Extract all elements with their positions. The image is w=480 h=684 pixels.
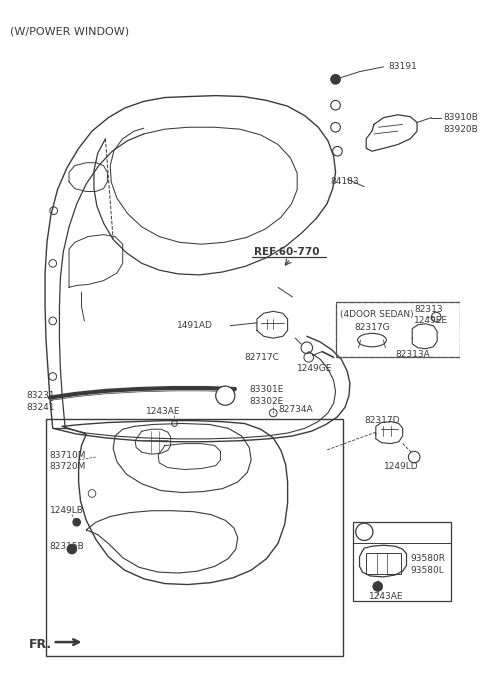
Bar bbox=[336, 302, 460, 357]
Text: 83301E: 83301E bbox=[249, 386, 284, 395]
Text: (W/POWER WINDOW): (W/POWER WINDOW) bbox=[10, 27, 129, 36]
Text: 83910B: 83910B bbox=[443, 113, 478, 122]
Text: 84183: 84183 bbox=[331, 177, 360, 187]
Text: 82717C: 82717C bbox=[244, 353, 279, 362]
Text: 82317D: 82317D bbox=[364, 416, 400, 425]
Circle shape bbox=[331, 75, 340, 84]
Text: 83191: 83191 bbox=[388, 62, 417, 71]
Text: 83720M: 83720M bbox=[50, 462, 86, 471]
Text: 82313A: 82313A bbox=[395, 350, 430, 359]
Text: 82734A: 82734A bbox=[278, 405, 312, 414]
Text: 1249GE: 1249GE bbox=[297, 365, 333, 373]
Text: REF.60-770: REF.60-770 bbox=[254, 247, 320, 257]
Text: 83241: 83241 bbox=[27, 403, 55, 412]
Bar bbox=[366, 553, 401, 574]
Text: 82317G: 82317G bbox=[355, 323, 390, 332]
Text: a: a bbox=[362, 527, 367, 536]
Text: 1249LD: 1249LD bbox=[384, 462, 418, 471]
Text: 93580R: 93580R bbox=[410, 554, 445, 563]
Text: a: a bbox=[223, 391, 228, 400]
Text: 1249EE: 1249EE bbox=[414, 317, 448, 326]
Text: 82315B: 82315B bbox=[50, 542, 84, 551]
Text: FR.: FR. bbox=[29, 638, 52, 651]
Text: 83231: 83231 bbox=[27, 391, 56, 400]
Bar bbox=[336, 302, 460, 357]
Circle shape bbox=[216, 386, 235, 406]
Circle shape bbox=[373, 581, 383, 591]
Circle shape bbox=[356, 523, 373, 540]
Text: 93580L: 93580L bbox=[410, 566, 444, 575]
Text: 82313: 82313 bbox=[414, 305, 443, 314]
Circle shape bbox=[67, 544, 77, 554]
Text: 83710M: 83710M bbox=[50, 451, 86, 460]
Text: (4DOOR SEDAN): (4DOOR SEDAN) bbox=[340, 310, 414, 319]
Text: 1243AE: 1243AE bbox=[369, 592, 404, 601]
Bar bbox=[353, 523, 451, 601]
Circle shape bbox=[73, 518, 81, 526]
Text: 83920B: 83920B bbox=[443, 124, 478, 133]
Text: 83302E: 83302E bbox=[249, 397, 284, 406]
Bar bbox=[46, 419, 343, 657]
Text: 1491AD: 1491AD bbox=[178, 321, 213, 330]
Text: 1249LB: 1249LB bbox=[50, 506, 84, 515]
Text: 1243AE: 1243AE bbox=[146, 408, 180, 417]
